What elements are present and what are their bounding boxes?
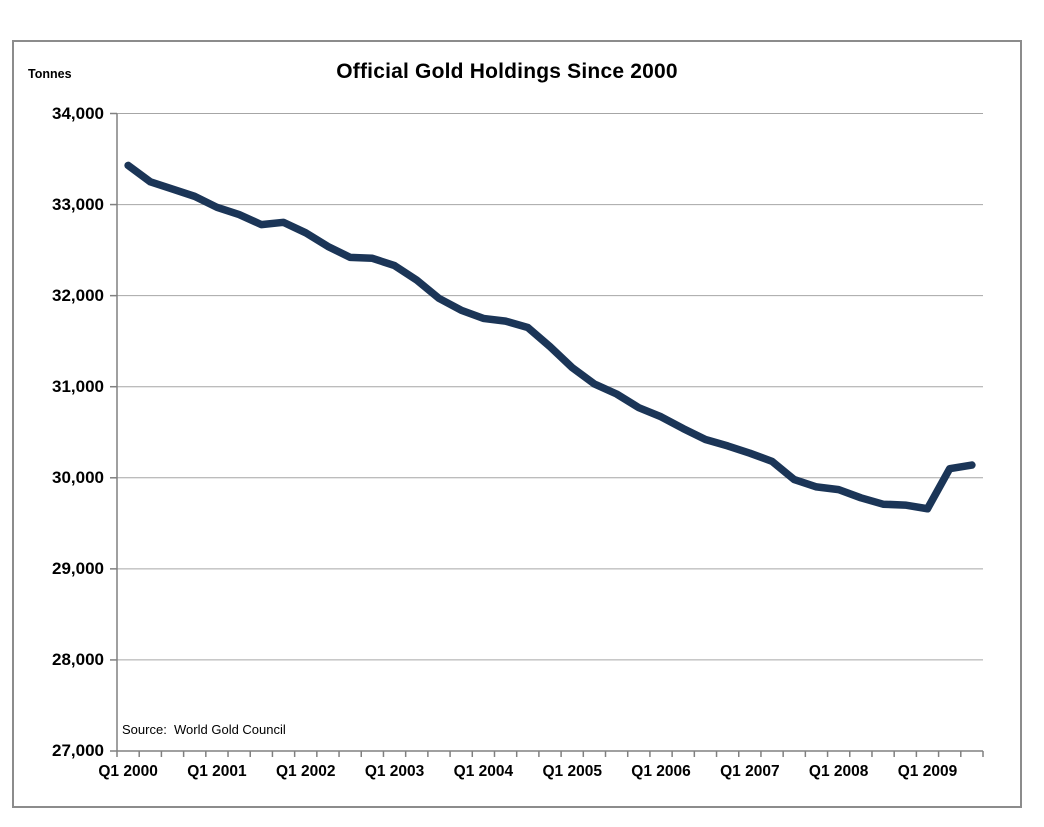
x-axis-tick-label: Q1 2009: [897, 763, 958, 780]
x-axis-tick-label: Q1 2003: [364, 763, 425, 780]
x-axis-tick-label: Q1 2006: [631, 763, 691, 780]
y-axis-tick-label: 32,000: [52, 285, 104, 305]
x-axis-tick-label: Q1 2001: [187, 763, 247, 780]
x-axis-tick-label: Q1 2007: [720, 763, 780, 780]
source-note: Source: World Gold Council: [122, 722, 286, 737]
y-axis-unit-label: Tonnes: [28, 67, 72, 81]
x-axis-tick-label: Q1 2002: [276, 763, 336, 780]
x-axis-tick-label: Q1 2005: [542, 763, 602, 780]
x-axis-tick-label: Q1 2000: [98, 763, 158, 780]
chart-title: Official Gold Holdings Since 2000: [336, 60, 678, 83]
gold-holdings-line: [124, 161, 976, 513]
y-axis-tick-label: 31,000: [52, 376, 104, 396]
y-axis-tick-label: 29,000: [52, 558, 104, 578]
chart-frame: [12, 40, 1022, 808]
x-axis-tick-label: Q1 2004: [453, 763, 514, 780]
y-axis-tick-label: 30,000: [52, 467, 104, 487]
x-axis-tick-label: Q1 2008: [808, 763, 869, 780]
y-axis-tick-label: 33,000: [52, 194, 104, 214]
y-axis-tick-label: 27,000: [52, 741, 104, 760]
y-axis-tick-label: 28,000: [52, 649, 104, 669]
y-axis-tick-label: 34,000: [52, 103, 104, 123]
